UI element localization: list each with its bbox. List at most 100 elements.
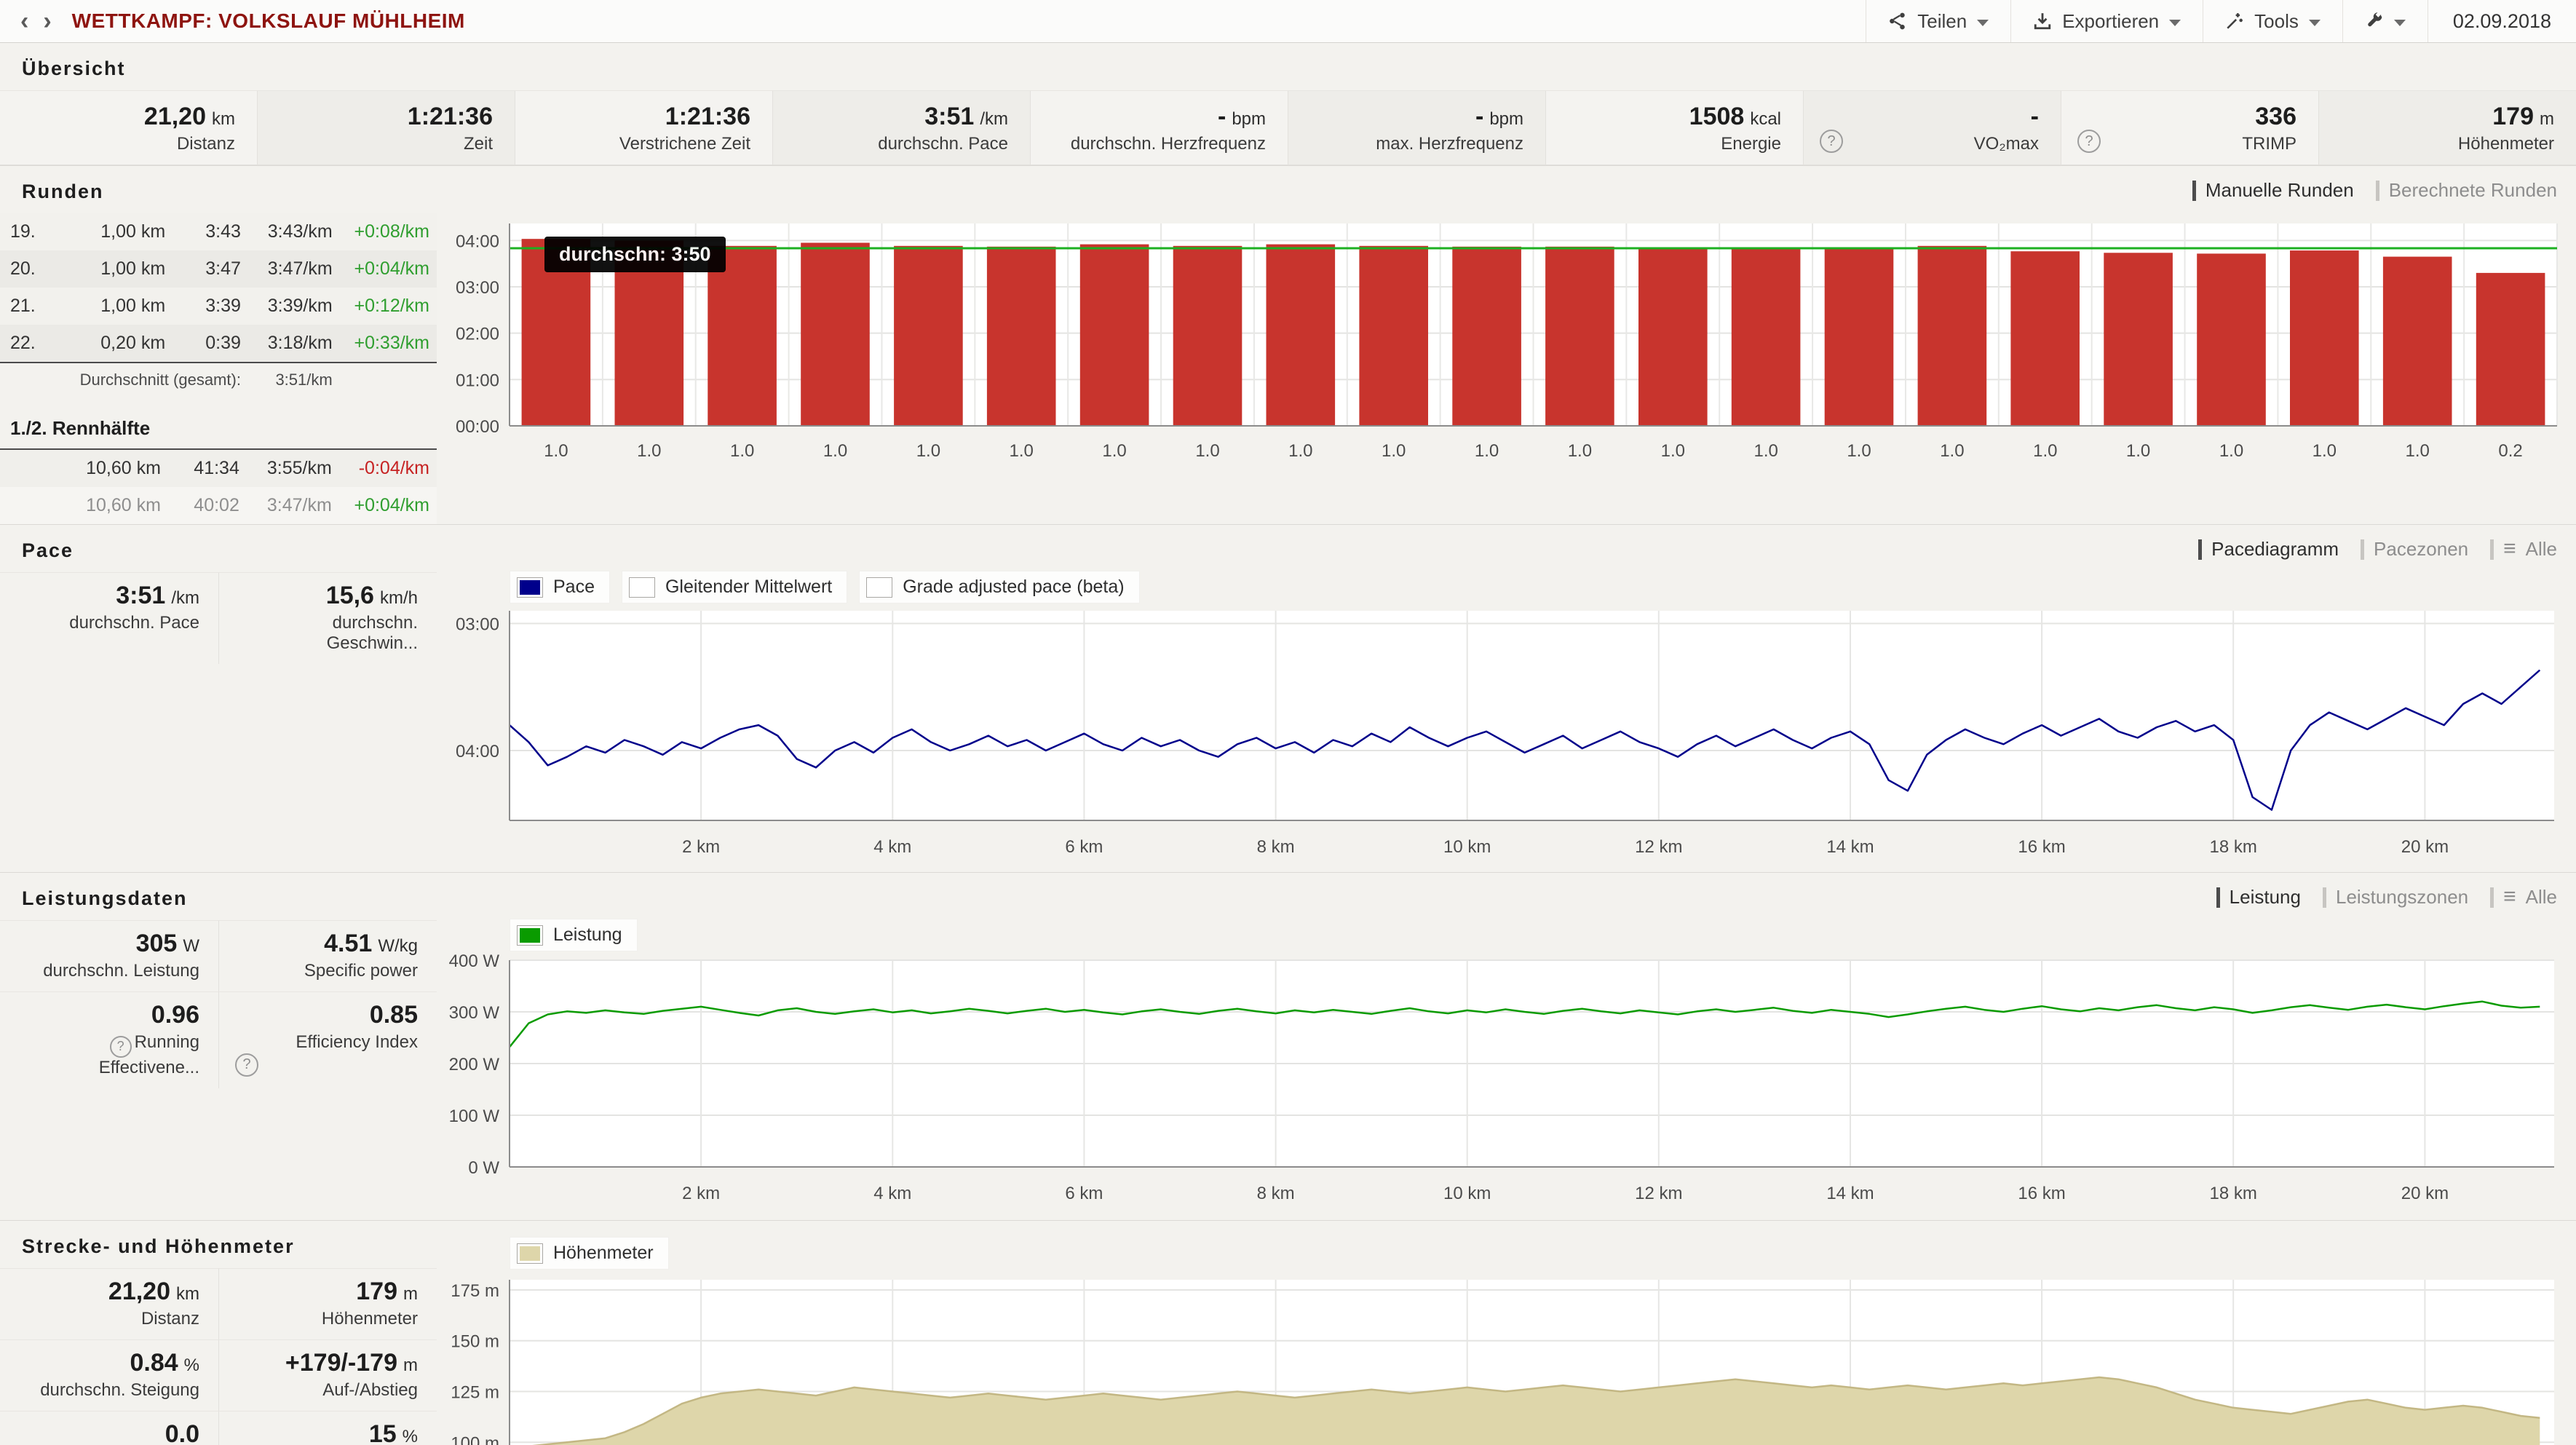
- tab-alle[interactable]: Alle: [2490, 886, 2557, 908]
- race-halves-table: 10,60 km 41:34 3:55/km -0:04/km 10,60 km …: [0, 450, 437, 524]
- svg-text:01:00: 01:00: [456, 371, 499, 390]
- chevron-down-icon: [2393, 19, 2406, 26]
- svg-text:100 m: 100 m: [451, 1433, 499, 1445]
- legend-item-hoehenmeter[interactable]: Höhenmeter: [510, 1237, 669, 1270]
- svg-text:18 km: 18 km: [2210, 837, 2257, 857]
- pace-section: Pace 3:51/km durchschn. Pace 15,6 km/h du…: [0, 524, 2576, 872]
- table-row: 10,60 km 41:34 3:55/km -0:04/km: [0, 450, 437, 487]
- help-icon[interactable]: [1820, 130, 1843, 153]
- pace-chart-tabs: Pacediagramm Pacezonen Alle: [437, 525, 2576, 563]
- stat-running-effectiveness: 0.96 Running Effectivene...: [0, 991, 218, 1088]
- legend-item-leistung[interactable]: Leistung: [510, 919, 638, 951]
- svg-text:100 W: 100 W: [449, 1106, 500, 1126]
- laps-section: Runden 19. 1,00 km 3:43 3:43/km +0:08/km 2…: [0, 165, 2576, 524]
- stat-hilly-share: 15% Anteil hügelig: [218, 1411, 437, 1445]
- power-section: Leistungsdaten 305 W durchschn. Leistung …: [0, 872, 2576, 1220]
- svg-text:1.0: 1.0: [1661, 441, 1685, 461]
- svg-text:1.0: 1.0: [823, 441, 847, 461]
- top-bar: ‹ › WETTKAMPF: VOLKSLAUF MÜHLHEIM Teilen…: [0, 0, 2576, 43]
- menu-icon: [2503, 886, 2516, 908]
- svg-text:1.0: 1.0: [637, 441, 661, 461]
- stat-avg-power: 305 W durchschn. Leistung: [0, 920, 218, 991]
- svg-text:03:00: 03:00: [456, 278, 499, 298]
- svg-text:300 W: 300 W: [449, 1003, 500, 1023]
- tab-leistung[interactable]: Leistung: [2216, 886, 2301, 908]
- tab-manuelle-runden[interactable]: Manuelle Runden: [2192, 179, 2354, 202]
- svg-text:1.0: 1.0: [1475, 441, 1499, 461]
- laps-bar-chart[interactable]: 00:00 01:00 02:00 03:00 04:00 1.0 1.0 1.0 1.0 1.0…: [437, 215, 2576, 486]
- stat-time: 1:21:36 Zeit: [257, 91, 515, 165]
- svg-text:1.0: 1.0: [2126, 441, 2150, 461]
- svg-text:400 W: 400 W: [449, 953, 500, 971]
- svg-text:18 km: 18 km: [2210, 1184, 2257, 1203]
- laps-chart-tabs: Manuelle Runden Berechnete Runden: [437, 166, 2576, 205]
- table-row: 10,60 km 40:02 3:47/km +0:04/km: [0, 487, 437, 524]
- svg-text:4 km: 4 km: [873, 837, 911, 857]
- share-button[interactable]: Teilen: [1866, 0, 2010, 42]
- elevation-legend: Höhenmeter: [510, 1237, 2576, 1270]
- wrench-icon: [2365, 12, 2384, 31]
- tab-pacezonen[interactable]: Pacezonen: [2361, 538, 2468, 561]
- legend-item-gleitender-mittelwert[interactable]: Gleitender Mittelwert: [621, 571, 848, 603]
- chevron-down-icon: [2308, 19, 2321, 26]
- checkbox-icon: [517, 577, 543, 598]
- power-heading: Leistungsdaten: [22, 887, 188, 909]
- tab-berechnete-runden[interactable]: Berechnete Runden: [2375, 179, 2557, 202]
- checkbox-icon: [517, 925, 543, 946]
- stat-max-hr: - bpm max. Herzfrequenz: [1288, 91, 1545, 165]
- chart-tooltip: durchschn: 3:50: [544, 237, 726, 272]
- tab-alle[interactable]: Alle: [2490, 538, 2557, 561]
- svg-text:2 km: 2 km: [682, 837, 720, 857]
- svg-text:1.0: 1.0: [1568, 441, 1592, 461]
- next-activity-button[interactable]: ›: [43, 7, 52, 35]
- stat-distance: 21,20 km Distanz: [0, 1268, 218, 1339]
- legend-item-grade-adjusted-pace[interactable]: Grade adjusted pace (beta): [859, 571, 1140, 603]
- activity-nav: ‹ ›: [0, 0, 59, 42]
- svg-text:0 W: 0 W: [468, 1158, 499, 1178]
- pace-line-chart[interactable]: 03:00 04:00 2 km 4 km 6 km 8 km 10 km 12 km 14 k…: [437, 605, 2576, 872]
- tools-button[interactable]: Tools: [2203, 0, 2342, 42]
- page-title: WETTKAMPF: VOLKSLAUF MÜHLHEIM: [71, 9, 465, 32]
- svg-text:00:00: 00:00: [456, 417, 499, 437]
- stat-distance: 21,20 km Distanz: [0, 91, 257, 165]
- svg-text:04:00: 04:00: [456, 231, 499, 251]
- stat-avg-speed: 15,6 km/h durchschn. Geschwin...: [218, 572, 437, 664]
- help-icon[interactable]: [109, 1035, 132, 1058]
- help-icon[interactable]: [2077, 130, 2101, 153]
- race-halves-heading: 1./2. Rennhälfte: [0, 417, 437, 450]
- elevation-section: Strecke- und Höhenmeter 21,20 km Distanz …: [0, 1220, 2576, 1445]
- svg-text:1.0: 1.0: [1754, 441, 1778, 461]
- share-icon: [1888, 12, 1907, 31]
- svg-text:1.0: 1.0: [1195, 441, 1219, 461]
- stat-avg-hr: - bpm durchschn. Herzfrequenz: [1030, 91, 1288, 165]
- stat-elevation-gain: 179 m Höhenmeter: [218, 1268, 437, 1339]
- export-button[interactable]: Exportieren: [2010, 0, 2203, 42]
- download-icon: [2033, 12, 2052, 31]
- svg-text:04:00: 04:00: [456, 742, 499, 761]
- tab-pacediagramm[interactable]: Pacediagramm: [2198, 538, 2339, 561]
- svg-text:6 km: 6 km: [1065, 1184, 1103, 1203]
- tab-leistungszonen[interactable]: Leistungszonen: [2322, 886, 2468, 908]
- svg-text:1.0: 1.0: [1847, 441, 1871, 461]
- stat-ascent-descent: +179/-179 m Auf-/Abstieg: [218, 1339, 437, 1411]
- svg-text:8 km: 8 km: [1257, 1184, 1295, 1203]
- power-line-chart[interactable]: 0 W 100 W 200 W 300 W 400 W 2 km 4 km 6 km 8 km 1…: [437, 951, 2576, 1220]
- svg-text:1.0: 1.0: [2406, 441, 2430, 461]
- prev-activity-button[interactable]: ‹: [20, 7, 29, 35]
- chevron-down-icon: [1977, 19, 1989, 26]
- stat-elevation: 179 m Höhenmeter: [2318, 91, 2576, 165]
- svg-text:1.0: 1.0: [1288, 441, 1312, 461]
- svg-text:03:00: 03:00: [456, 614, 499, 634]
- svg-text:1.0: 1.0: [916, 441, 940, 461]
- elevation-heading: Strecke- und Höhenmeter: [22, 1235, 295, 1257]
- svg-text:1.0: 1.0: [2219, 441, 2243, 461]
- svg-text:14 km: 14 km: [1826, 1184, 1874, 1203]
- help-icon[interactable]: [235, 1053, 258, 1077]
- activity-date: 02.09.2018: [2427, 0, 2576, 42]
- legend-item-pace[interactable]: Pace: [510, 571, 610, 603]
- svg-text:1.0: 1.0: [1102, 441, 1126, 461]
- svg-text:125 m: 125 m: [451, 1382, 499, 1402]
- svg-text:8 km: 8 km: [1257, 837, 1295, 857]
- settings-button[interactable]: [2342, 0, 2428, 42]
